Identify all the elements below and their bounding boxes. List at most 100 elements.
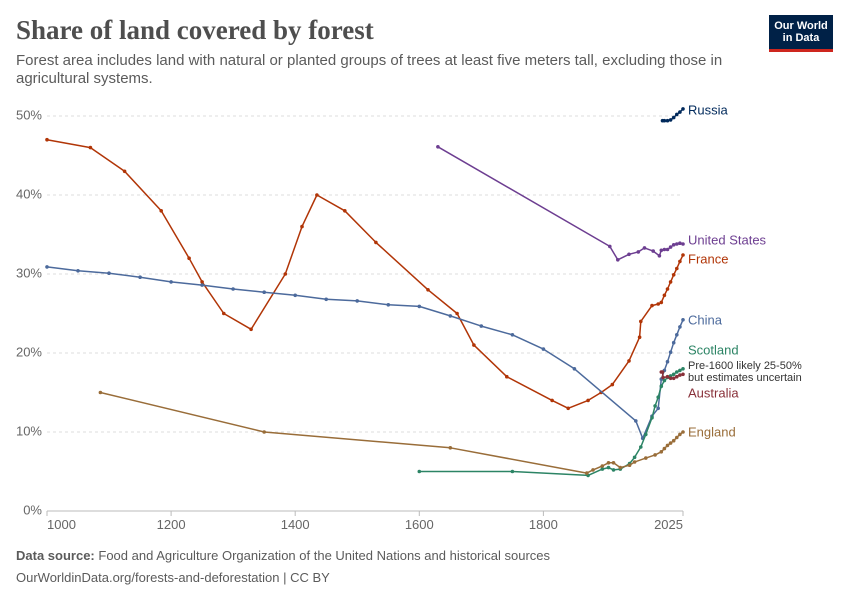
data-point bbox=[642, 246, 647, 250]
x-tick-label: 1000 bbox=[47, 517, 76, 532]
data-point bbox=[656, 395, 660, 400]
data-point bbox=[665, 287, 670, 291]
series-france bbox=[45, 137, 685, 411]
data-point bbox=[668, 441, 673, 445]
data-point bbox=[479, 324, 484, 328]
our-world-in-data-logo[interactable]: Our World in Data bbox=[769, 15, 833, 52]
series-china bbox=[45, 265, 685, 441]
source-url-link[interactable]: OurWorldinData.org/forests-and-deforesta… bbox=[16, 570, 280, 585]
x-tick-label: 2025 bbox=[654, 517, 683, 532]
data-point bbox=[455, 311, 459, 316]
data-point bbox=[138, 275, 142, 280]
data-point bbox=[662, 118, 667, 123]
data-point bbox=[671, 273, 676, 277]
data-point bbox=[510, 469, 515, 474]
data-point bbox=[618, 465, 623, 470]
data-point bbox=[386, 303, 391, 307]
x-tick-label: 1200 bbox=[157, 517, 186, 532]
y-tick-label: 30% bbox=[16, 265, 42, 280]
data-point bbox=[472, 343, 476, 347]
data-point bbox=[611, 468, 616, 472]
data-point bbox=[200, 283, 204, 287]
data-point bbox=[671, 376, 676, 381]
data-point bbox=[678, 432, 682, 437]
data-point bbox=[675, 112, 679, 117]
data-point bbox=[122, 169, 127, 174]
data-point bbox=[355, 299, 360, 303]
data-point bbox=[665, 359, 670, 364]
series-united-states bbox=[436, 145, 685, 262]
data-point bbox=[668, 280, 673, 284]
data-point bbox=[675, 370, 679, 374]
data-point bbox=[585, 471, 589, 475]
data-point bbox=[659, 384, 664, 389]
series-label: France bbox=[688, 251, 728, 266]
data-point bbox=[262, 430, 267, 434]
data-point bbox=[417, 469, 422, 474]
data-point bbox=[426, 288, 430, 292]
logo-line-1: Our World bbox=[774, 20, 828, 32]
y-tick-label: 10% bbox=[16, 423, 42, 438]
data-point bbox=[159, 209, 163, 213]
data-point bbox=[681, 318, 685, 322]
data-point bbox=[661, 375, 665, 380]
data-point bbox=[650, 303, 654, 308]
attribution-separator: | bbox=[279, 570, 291, 585]
data-point bbox=[187, 256, 191, 261]
data-point bbox=[662, 446, 667, 451]
series-label: England bbox=[688, 424, 736, 439]
data-point bbox=[611, 461, 616, 465]
data-point bbox=[662, 293, 667, 298]
data-point bbox=[324, 297, 329, 302]
series-label: Russia bbox=[688, 102, 729, 117]
logo-line-2: in Data bbox=[782, 32, 820, 44]
x-tick-label: 1400 bbox=[281, 517, 310, 532]
data-point bbox=[675, 435, 679, 440]
data-point bbox=[107, 271, 111, 276]
data-point bbox=[608, 244, 612, 249]
data-point bbox=[639, 319, 643, 324]
data-point bbox=[283, 272, 288, 276]
data-point bbox=[659, 300, 664, 305]
data-point bbox=[671, 243, 676, 247]
data-point bbox=[627, 252, 631, 257]
data-point bbox=[343, 209, 347, 213]
data-point bbox=[591, 468, 595, 472]
data-point bbox=[650, 416, 654, 420]
data-point bbox=[665, 118, 670, 123]
series-label: China bbox=[688, 312, 723, 327]
series-annotation-line: Pre-1600 likely 25-50% bbox=[688, 360, 802, 372]
y-tick-label: 20% bbox=[16, 344, 42, 359]
data-point bbox=[671, 115, 676, 120]
series-line[interactable] bbox=[437, 146, 684, 261]
data-point bbox=[678, 325, 682, 329]
data-point bbox=[448, 446, 453, 450]
data-point bbox=[249, 327, 253, 332]
data-point bbox=[675, 333, 679, 337]
data-point bbox=[668, 350, 673, 355]
data-point bbox=[566, 406, 570, 411]
data-point bbox=[76, 269, 80, 273]
data-point bbox=[627, 463, 632, 468]
series-line[interactable] bbox=[100, 391, 684, 474]
x-tick-label: 1600 bbox=[405, 517, 434, 532]
data-point bbox=[231, 287, 235, 291]
data-point bbox=[678, 373, 682, 377]
data-point bbox=[656, 406, 660, 411]
chart-footer: Data source: Food and Agriculture Organi… bbox=[16, 545, 550, 589]
y-tick-label: 50% bbox=[16, 107, 42, 122]
data-point bbox=[293, 293, 298, 298]
data-point bbox=[610, 382, 615, 387]
data-point bbox=[659, 450, 664, 454]
data-point bbox=[653, 453, 657, 457]
data-point bbox=[651, 249, 655, 253]
y-tick-label: 0% bbox=[23, 502, 42, 517]
data-point bbox=[678, 241, 682, 245]
license-link[interactable]: CC BY bbox=[290, 570, 330, 585]
series-label: Scotland bbox=[688, 342, 739, 357]
series-russia bbox=[660, 107, 685, 123]
data-point bbox=[616, 258, 620, 262]
data-point bbox=[634, 419, 638, 423]
data-point bbox=[632, 460, 637, 464]
